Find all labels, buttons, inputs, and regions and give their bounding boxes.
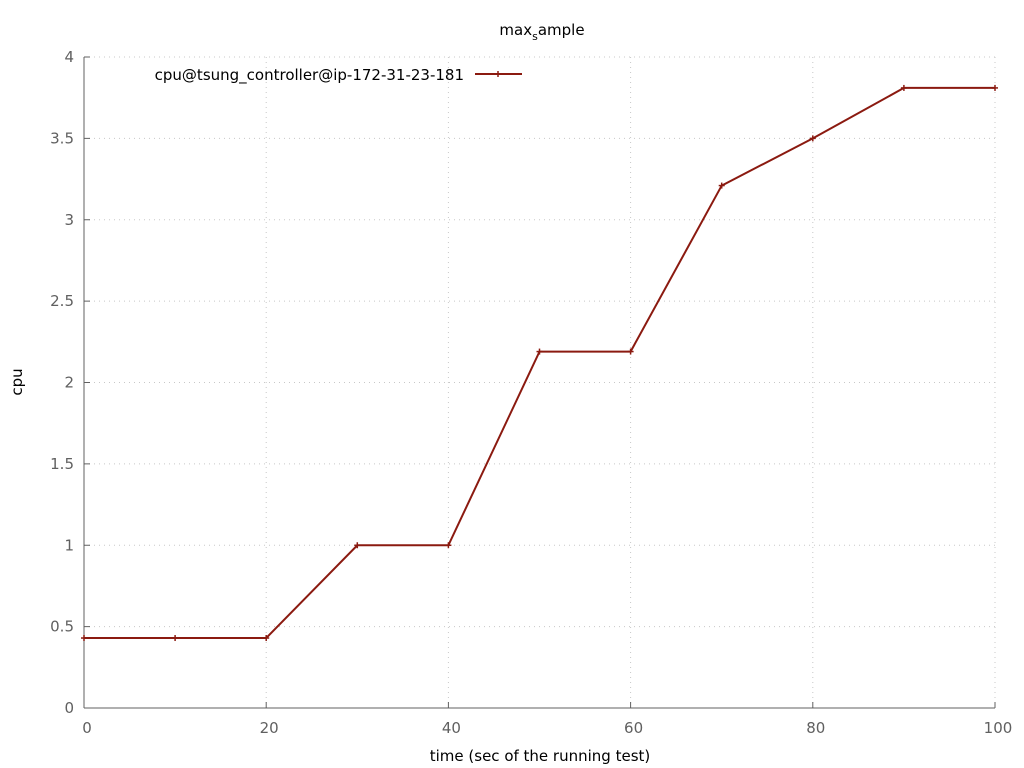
data-point [992,84,998,91]
y-axis-label: cpu [8,368,26,395]
data-point [809,135,816,142]
chart-title-main: max [499,21,532,39]
series-layer [81,84,998,642]
grid [84,56,996,708]
x-tick-label: 100 [984,719,1013,737]
data-point [445,542,452,549]
chart-title: maxsample [499,21,584,43]
legend-swatch-marker [495,71,501,77]
x-axis-label: time (sec of the running test) [430,747,651,765]
data-point [900,84,907,91]
x-tick-label: 60 [624,719,643,737]
x-tick-label: 40 [442,719,461,737]
y-tick-label: 0 [64,699,74,717]
data-point [263,635,270,642]
y-tick-label: 3.5 [50,129,74,147]
chart-title-subscript: s [532,30,538,43]
data-point [172,635,179,642]
x-tick-label: 20 [260,719,279,737]
series-line [84,86,995,640]
plot-frame [83,56,996,709]
data-point [536,348,543,355]
data-point [81,635,87,642]
data-point [627,348,634,355]
x-tick-label: 80 [806,719,825,737]
data-point [354,542,361,549]
legend-label: cpu@tsung_controller@ip-172-31-23-181 [155,66,464,85]
chart-title-rest: ample [538,21,585,39]
data-point [718,182,725,189]
x-tick-label: 0 [82,719,92,737]
y-tick-label: 1.5 [50,455,74,473]
y-tick-label: 1 [64,536,74,554]
y-tick-label: 2 [64,374,74,392]
legend: cpu@tsung_controller@ip-172-31-23-181 [155,66,522,85]
y-tick-label: 3 [64,211,74,229]
y-tick-label: 0.5 [50,618,74,636]
y-tick-label: 2.5 [50,292,74,310]
tick-labels: 00.511.522.533.540 20 40 60 80 100 [50,48,1012,737]
y-tick-label: 4 [64,48,74,66]
legend-marker-point [495,71,501,77]
